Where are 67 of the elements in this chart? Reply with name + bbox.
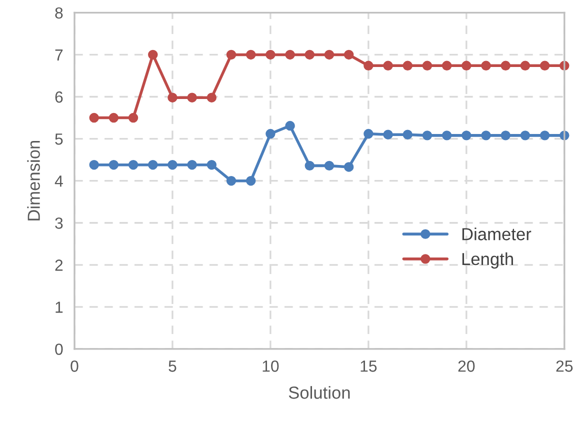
point	[226, 50, 236, 60]
point	[285, 120, 295, 131]
point	[422, 60, 432, 71]
x-tick-label: 20	[458, 360, 475, 372]
point	[324, 50, 334, 60]
legend-label: Length	[462, 252, 513, 269]
point	[383, 60, 393, 71]
point	[324, 160, 334, 171]
point	[481, 60, 491, 71]
point	[462, 130, 472, 140]
point	[108, 160, 119, 170]
y-tick-label: 2	[55, 260, 63, 271]
point	[148, 160, 158, 170]
point	[540, 60, 550, 71]
point	[422, 130, 432, 140]
point	[442, 60, 452, 71]
point	[383, 130, 393, 140]
point	[206, 92, 217, 102]
point	[402, 130, 412, 140]
point	[344, 50, 354, 60]
point	[364, 128, 374, 139]
point	[266, 128, 276, 139]
y-axis-title: Dimension	[27, 140, 40, 220]
point	[226, 176, 236, 186]
legend-label: Diameter	[462, 228, 532, 240]
point	[246, 50, 256, 60]
point	[481, 130, 491, 140]
point	[206, 160, 217, 170]
point	[148, 50, 158, 60]
point	[304, 50, 315, 60]
x-tick-label: 0	[70, 360, 78, 372]
x-tick-label: 15	[360, 360, 377, 372]
point	[462, 60, 472, 71]
point	[128, 160, 138, 170]
y-tick-label: 7	[55, 50, 63, 61]
y-tick-label: 1	[56, 302, 63, 313]
x-axis-title: Solution	[288, 386, 350, 399]
point	[520, 60, 530, 71]
y-tick-label: 5	[55, 134, 63, 145]
y-tick-label: 6	[55, 91, 63, 103]
point	[520, 130, 530, 140]
point	[500, 60, 510, 71]
y-tick-label: 0	[55, 344, 63, 355]
y-tick-label: 4	[54, 176, 63, 187]
point	[304, 160, 315, 171]
point	[168, 92, 178, 102]
point	[442, 130, 452, 140]
y-tick-label: 8	[55, 7, 63, 19]
point	[187, 92, 197, 102]
point	[187, 160, 197, 170]
x-tick-label: 10	[262, 360, 279, 372]
point	[344, 162, 354, 172]
point	[402, 60, 412, 71]
point	[246, 176, 256, 186]
point	[500, 130, 510, 140]
point	[285, 50, 295, 60]
point	[128, 112, 138, 123]
x-tick-label: 25	[556, 360, 573, 372]
point	[89, 112, 99, 123]
point	[168, 160, 178, 170]
point	[364, 60, 374, 71]
point	[266, 50, 276, 60]
y-tick-label: 3	[55, 218, 63, 229]
x-tick-label: 5	[168, 360, 176, 372]
point	[540, 130, 550, 140]
point	[108, 112, 119, 123]
point	[89, 160, 99, 170]
